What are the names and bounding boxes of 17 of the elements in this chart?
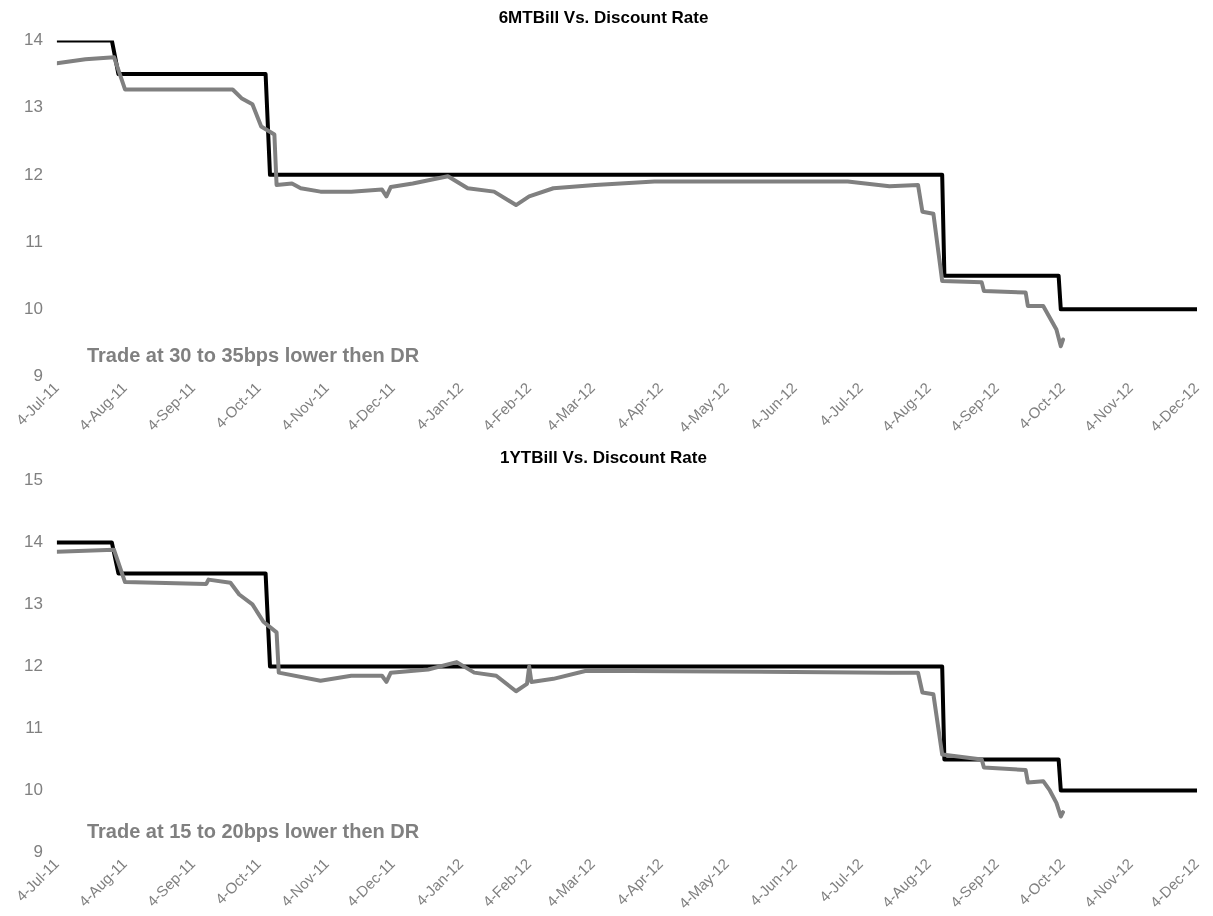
y-tick-label: 9 xyxy=(33,842,43,862)
y-tick-label: 12 xyxy=(23,656,43,676)
chart-title: 6MTBill Vs. Discount Rate xyxy=(498,7,709,27)
annotation: Trade at 30 to 35bps lower then DR xyxy=(86,344,420,367)
y-tick-label: 9 xyxy=(33,366,43,386)
y-tick-label: 12 xyxy=(23,164,43,184)
y-tick-label: 14 xyxy=(23,532,43,552)
y-tick-label: 15 xyxy=(23,470,43,490)
y-tick-label: 14 xyxy=(23,30,43,50)
y-tick-label: 11 xyxy=(25,231,43,251)
y-tick-label: 13 xyxy=(23,97,43,117)
chart-title: 1YTBill Vs. Discount Rate xyxy=(500,447,707,467)
y-tick-label: 11 xyxy=(25,718,43,738)
y-tick-label: 10 xyxy=(23,780,43,800)
y-tick-label: 10 xyxy=(23,298,43,318)
annotation: Trade at 15 to 20bps lower then DR xyxy=(86,820,420,843)
y-tick-label: 13 xyxy=(23,594,43,614)
